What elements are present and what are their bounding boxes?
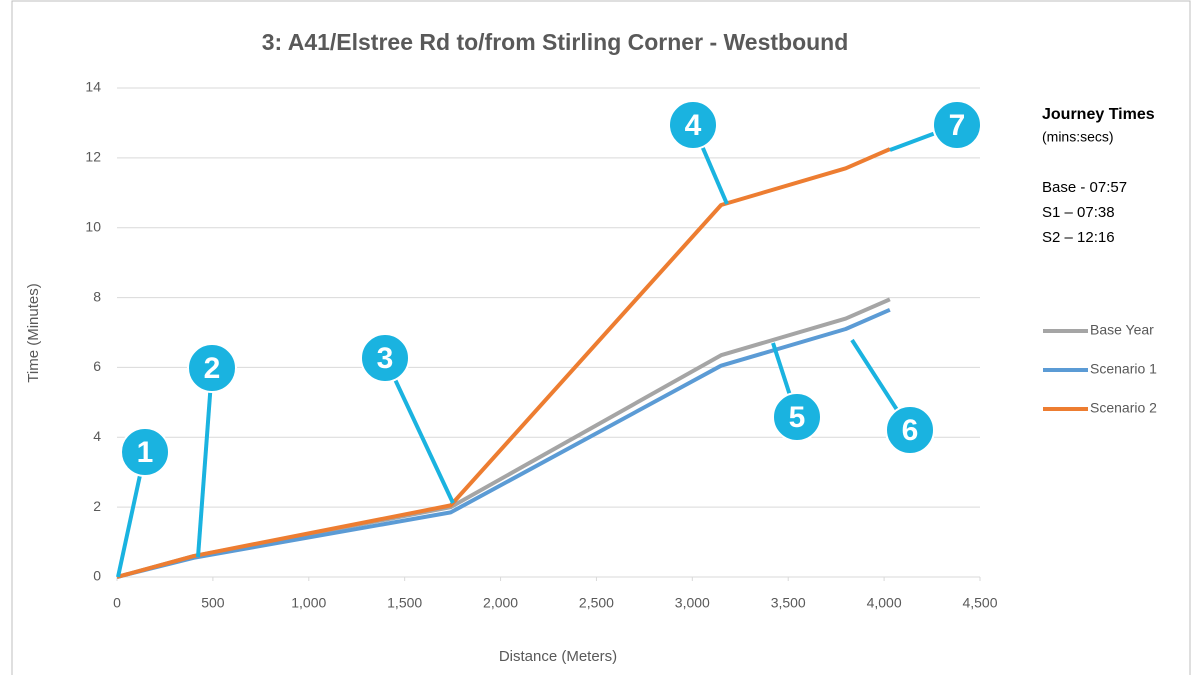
x-tick-label: 500	[201, 595, 225, 611]
x-tick-label: 2,500	[579, 595, 614, 611]
x-tick-label: 1,500	[387, 595, 422, 611]
legend-label: Base Year	[1090, 322, 1154, 338]
callout-pointer	[196, 367, 214, 558]
callout-number: 3	[377, 342, 394, 375]
note: Journey Times	[1042, 106, 1155, 123]
callout-circle	[120, 427, 170, 477]
y-tick-label: 4	[93, 428, 101, 444]
legend-label: Scenario 1	[1090, 361, 1157, 377]
x-tick-label: 3,500	[771, 595, 806, 611]
callout-number: 4	[685, 109, 702, 142]
callout-number: 5	[789, 401, 806, 434]
note: (mins:secs)	[1042, 129, 1114, 145]
note: S2 – 12:16	[1042, 229, 1115, 246]
callout-circle	[885, 405, 935, 455]
x-tick-label: 4,000	[867, 595, 902, 611]
y-tick-label: 12	[85, 149, 101, 165]
legend-label: Scenario 2	[1090, 400, 1157, 416]
y-tick-label: 2	[93, 498, 101, 514]
x-tick-label: 4,500	[962, 595, 997, 611]
y-tick-label: 0	[93, 568, 101, 584]
callout-circle	[187, 343, 237, 393]
callout-circle	[668, 100, 718, 150]
callout-circle	[932, 100, 982, 150]
callout-number: 1	[137, 436, 154, 469]
x-tick-label: 0	[113, 595, 121, 611]
note: Base - 07:57	[1042, 179, 1127, 196]
series-line	[116, 147, 891, 579]
callout-number: 7	[949, 109, 966, 142]
y-tick-label: 10	[85, 218, 101, 234]
y-tick-label: 6	[93, 358, 101, 374]
y-tick-label: 8	[93, 288, 101, 304]
x-tick-label: 2,000	[483, 595, 518, 611]
chart-title: 3: A41/Elstree Rd to/from Stirling Corne…	[262, 29, 849, 55]
x-tick-label: 3,000	[675, 595, 710, 611]
callout-number: 2	[204, 352, 221, 385]
y-tick-label: 14	[85, 79, 101, 95]
x-axis-title: Distance (Meters)	[499, 648, 617, 665]
callout-pointer	[383, 357, 455, 504]
callout-circle	[360, 333, 410, 383]
callout-number: 6	[902, 414, 919, 447]
note: S1 – 07:38	[1042, 204, 1115, 221]
y-axis-title: Time (Minutes)	[25, 283, 42, 382]
x-tick-label: 1,000	[291, 595, 326, 611]
callout-circle	[772, 392, 822, 442]
